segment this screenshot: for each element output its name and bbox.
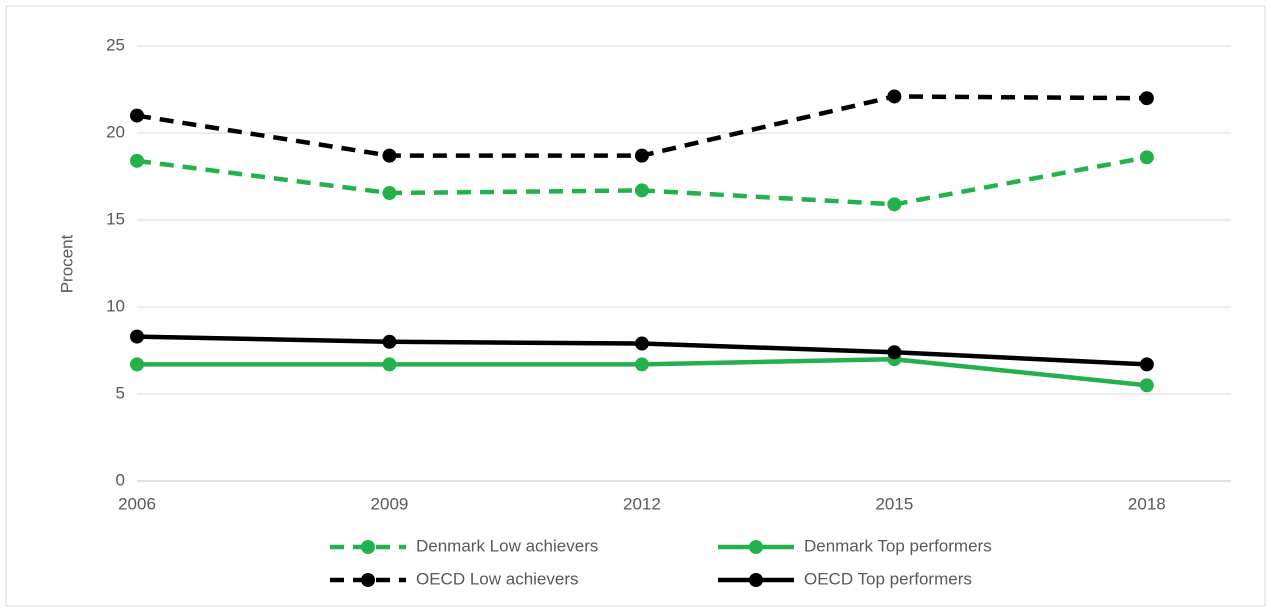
- data-point: [382, 186, 397, 201]
- data-point: [1139, 150, 1154, 165]
- data-point: [382, 334, 397, 349]
- legend-marker: [749, 573, 763, 587]
- legend-label: Denmark Top performers: [804, 536, 992, 555]
- y-axis-label: Procent: [57, 234, 76, 293]
- y-tick-label: 10: [106, 296, 125, 315]
- data-point: [1139, 91, 1154, 106]
- data-point: [382, 357, 397, 372]
- legend-marker: [361, 573, 375, 587]
- data-point: [634, 357, 649, 372]
- chart-border: [5, 5, 1266, 607]
- data-point: [130, 357, 144, 372]
- y-tick-label: 0: [116, 470, 125, 489]
- legend-marker: [749, 540, 763, 554]
- legend-marker: [361, 540, 375, 554]
- x-tick-label: 2015: [875, 494, 913, 513]
- data-point: [887, 345, 902, 360]
- legend-label: Denmark Low achievers: [416, 536, 598, 555]
- data-point: [130, 108, 144, 123]
- data-point: [634, 336, 649, 351]
- data-point: [130, 153, 144, 168]
- data-point: [1139, 357, 1154, 372]
- y-tick-label: 15: [106, 209, 125, 228]
- data-point: [634, 183, 649, 198]
- data-point: [130, 329, 144, 344]
- data-point: [382, 148, 397, 163]
- x-tick-label: 2018: [1128, 494, 1166, 513]
- x-tick-label: 2006: [118, 494, 156, 513]
- data-point: [887, 197, 902, 212]
- data-point: [887, 89, 902, 104]
- y-tick-label: 5: [116, 383, 125, 402]
- legend-label: OECD Low achievers: [416, 569, 579, 588]
- y-tick-label: 25: [106, 35, 125, 54]
- data-point: [1139, 378, 1154, 393]
- data-point: [634, 148, 649, 163]
- x-tick-label: 2012: [623, 494, 661, 513]
- y-tick-label: 20: [106, 122, 125, 141]
- legend-label: OECD Top performers: [804, 569, 972, 588]
- x-tick-label: 2009: [371, 494, 409, 513]
